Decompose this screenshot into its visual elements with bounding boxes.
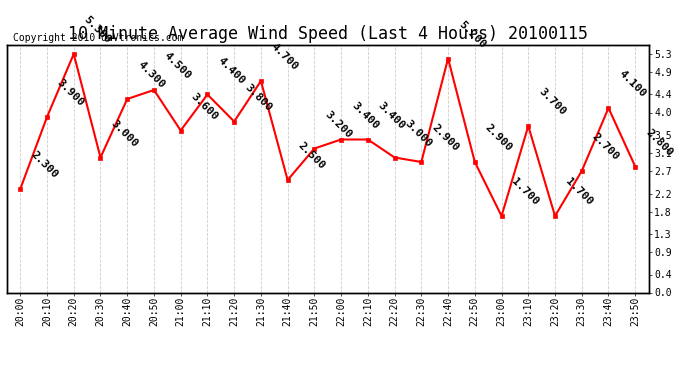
Text: 3.900: 3.900 xyxy=(55,78,86,109)
Text: 2.700: 2.700 xyxy=(590,132,621,163)
Text: 3.000: 3.000 xyxy=(403,118,434,149)
Title: 10 Minute Average Wind Speed (Last 4 Hours) 20100115: 10 Minute Average Wind Speed (Last 4 Hou… xyxy=(68,26,588,44)
Text: 2.900: 2.900 xyxy=(483,123,514,154)
Text: 4.500: 4.500 xyxy=(162,51,193,82)
Text: 2.500: 2.500 xyxy=(296,141,327,172)
Text: 5.300: 5.300 xyxy=(82,15,113,46)
Text: 4.700: 4.700 xyxy=(269,42,300,73)
Text: 5.200: 5.200 xyxy=(456,19,487,50)
Text: 2.900: 2.900 xyxy=(430,123,461,154)
Text: Copyright 2010 daVtronics.com: Copyright 2010 daVtronics.com xyxy=(13,33,184,42)
Text: 3.800: 3.800 xyxy=(242,82,273,113)
Text: 3.000: 3.000 xyxy=(109,118,140,149)
Text: 1.700: 1.700 xyxy=(563,177,594,208)
Text: 3.400: 3.400 xyxy=(376,100,407,131)
Text: 4.300: 4.300 xyxy=(135,60,166,91)
Text: 2.300: 2.300 xyxy=(28,150,59,181)
Text: 3.700: 3.700 xyxy=(537,87,568,118)
Text: 4.100: 4.100 xyxy=(617,69,648,100)
Text: 3.200: 3.200 xyxy=(323,109,354,140)
Text: 3.400: 3.400 xyxy=(349,100,380,131)
Text: 3.600: 3.600 xyxy=(189,91,220,122)
Text: 2.800: 2.800 xyxy=(644,127,675,158)
Text: 4.400: 4.400 xyxy=(216,55,247,86)
Text: 1.700: 1.700 xyxy=(510,177,541,208)
